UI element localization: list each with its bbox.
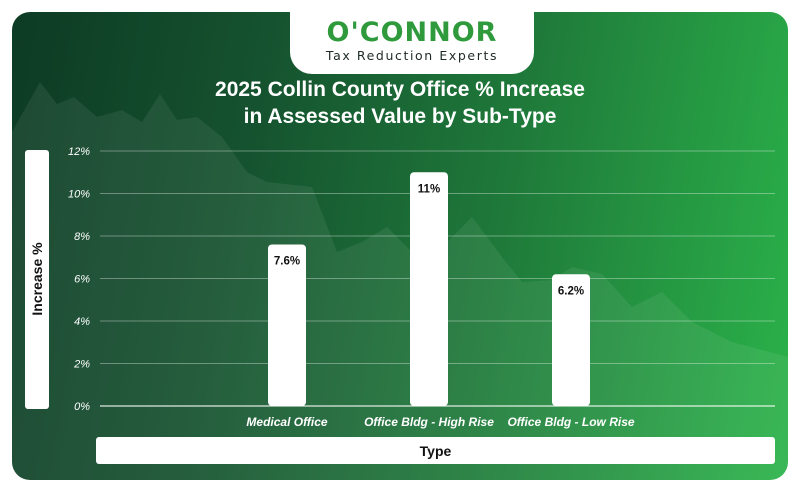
x-tick-label: Office Bldg - High Rise	[364, 415, 494, 429]
y-tick-label: 4%	[74, 316, 90, 328]
chart-title-line-2: in Assessed Value by Sub-Type	[243, 105, 557, 128]
bar-data-label: 11%	[418, 183, 440, 195]
x-tick-label: Medical Office	[246, 415, 327, 429]
chart-title: 2025 Collin County Office % Increase in …	[0, 76, 800, 130]
bar-data-label: 7.6%	[274, 256, 300, 268]
chart-card: O'CONNOR Tax Reduction Experts	[12, 12, 788, 480]
y-tick-label: 8%	[74, 231, 90, 243]
chart-title-line-1: 2025 Collin County Office % Increase	[215, 78, 585, 101]
y-tick-label: 0%	[74, 401, 90, 413]
brand-logo: O'CONNOR Tax Reduction Experts	[290, 12, 534, 74]
x-axis-label: Type	[419, 442, 452, 459]
y-axis-label-box	[25, 150, 49, 409]
x-axis-label-box: Type	[96, 437, 775, 464]
bar-data-label: 6.2%	[558, 285, 584, 297]
background-hills	[12, 82, 788, 480]
bar	[268, 244, 306, 406]
y-tick-label: 2%	[73, 359, 90, 371]
bar	[552, 274, 590, 406]
brand-name: O'CONNOR	[326, 17, 498, 48]
brand-tagline: Tax Reduction Experts	[325, 48, 499, 63]
bar	[410, 172, 448, 406]
y-tick-label: 6%	[74, 274, 90, 286]
x-tick-label: Office Bldg - Low Rise	[507, 415, 634, 429]
y-tick-label: 10%	[68, 189, 90, 201]
y-tick-label: 12%	[68, 146, 90, 158]
